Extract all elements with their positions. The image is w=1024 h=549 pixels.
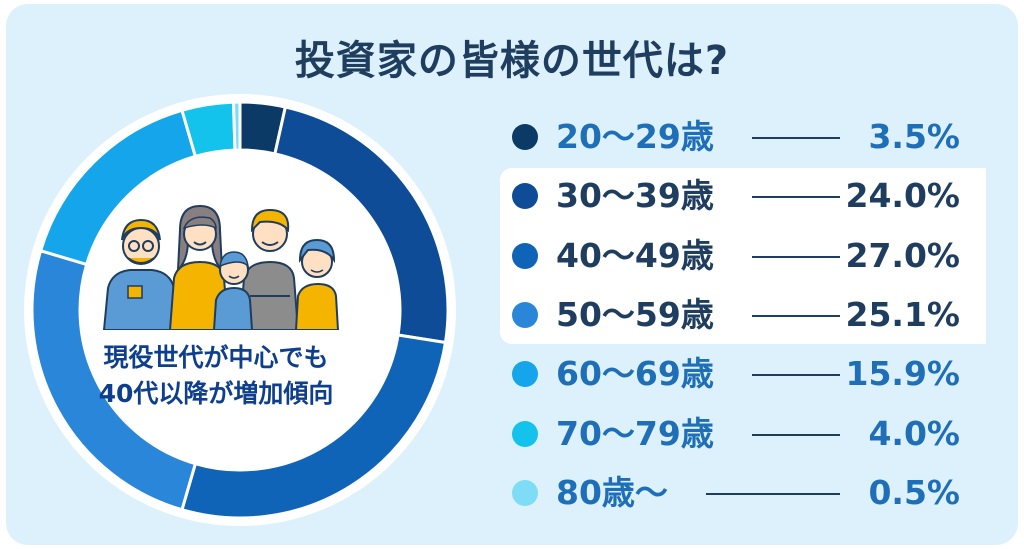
legend-value: 25.1%	[845, 294, 961, 334]
legend-swatch	[512, 479, 538, 506]
legend-swatch	[512, 420, 538, 447]
legend-item: 60〜69歳 15.9%	[500, 349, 980, 399]
legend-swatch	[512, 183, 538, 210]
page-title: 投資家の皆様の世代は?	[294, 38, 730, 84]
legend-value: 24.0%	[845, 176, 961, 216]
donut-slice-80歳〜	[231, 100, 242, 152]
legend-item: 80歳〜 0.5%	[500, 468, 980, 518]
legend-highlight-band	[500, 168, 986, 344]
legend-label: 60〜69歳	[556, 354, 714, 394]
legend-leader-line	[752, 314, 840, 317]
legend-label: 70〜79歳	[556, 413, 714, 453]
legend-item: 30〜39歳 24.0%	[500, 171, 980, 221]
legend-item: 70〜79歳 4.0%	[500, 409, 980, 459]
mother-figure	[168, 204, 230, 330]
legend-swatch	[512, 361, 538, 388]
legend-leader-line	[752, 255, 840, 258]
legend-value: 4.0%	[868, 413, 960, 453]
legend-label: 30〜39歳	[556, 176, 714, 216]
legend-value: 15.9%	[845, 354, 961, 394]
grandmother-figure	[294, 238, 340, 330]
father-figure	[238, 208, 300, 330]
legend-value: 0.5%	[868, 472, 960, 512]
legend-item: 50〜59歳 25.1%	[500, 290, 980, 340]
caption-line-2: 40代以降が増加傾向	[98, 379, 334, 408]
baby-figure	[212, 251, 254, 330]
chart-caption: 現役世代が中心でも 40代以降が増加傾向	[56, 340, 376, 412]
legend-swatch	[512, 124, 538, 150]
legend-label: 80歳〜	[556, 472, 668, 512]
legend-leader-line	[706, 492, 840, 495]
grandfather-figure	[102, 218, 180, 330]
legend-label: 50〜59歳	[556, 294, 714, 334]
caption-line-1: 現役世代が中心でも	[103, 343, 329, 372]
legend-leader-line	[752, 433, 840, 436]
legend-label: 20〜29歳	[556, 117, 714, 156]
family-illustration	[102, 204, 340, 330]
legend-leader-line	[752, 374, 840, 377]
legend-item: 40〜49歳 27.0%	[500, 231, 980, 281]
legend-swatch	[512, 301, 538, 328]
legend-value: 3.5%	[868, 117, 960, 156]
legend-label: 40〜49歳	[556, 235, 714, 275]
legend-swatch	[512, 242, 538, 269]
legend-value: 27.0%	[845, 235, 961, 275]
legend-item: 20〜29歳 3.5%	[500, 112, 980, 162]
legend-leader-line	[752, 137, 840, 139]
legend-leader-line	[752, 196, 840, 199]
